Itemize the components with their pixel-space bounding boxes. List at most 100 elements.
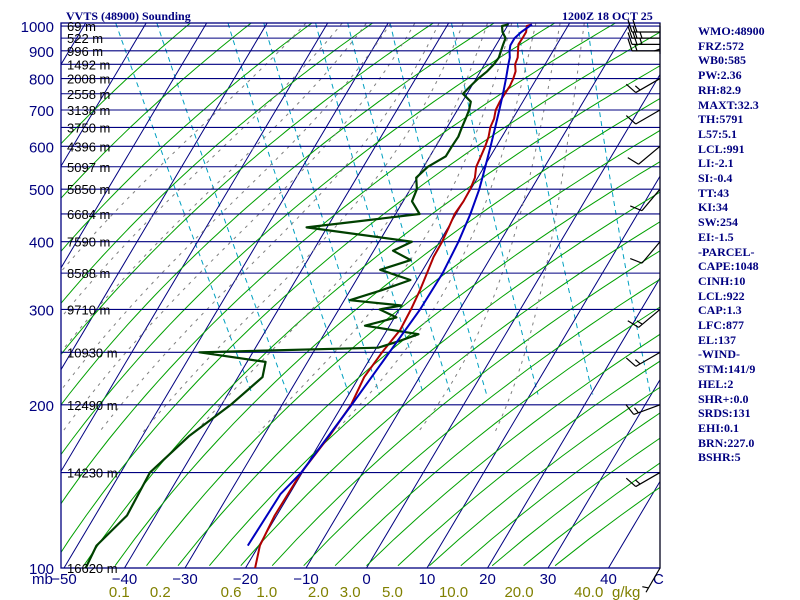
wind-barb-feather: [625, 477, 637, 488]
mixing-ratio-label-7: 10.0: [439, 584, 468, 600]
wind-barb-feather: [627, 25, 633, 39]
wind-barb-4: [627, 38, 660, 52]
wind-barb-column: [625, 19, 661, 593]
wind-barb-staff: [635, 109, 661, 125]
pressure-axis: 100 200 300 400 500 600 700 800 900 1000: [21, 19, 54, 578]
dry-adiabat-15: [271, 250, 660, 567]
index-cap: CAP:1.3: [698, 303, 742, 318]
height-label-10: 4396 m: [67, 139, 110, 154]
wind-barb-half-feather: [636, 320, 643, 325]
valid-time: 1200Z 18 OCT 25: [562, 9, 653, 23]
moist-adiabat-10: [417, 23, 561, 433]
dry-adiabat-17: [334, 306, 660, 567]
height-label-6: 7590 m: [67, 235, 110, 250]
temperature-label-40: 40: [600, 571, 617, 588]
wind-barb-feather: [630, 205, 643, 212]
wind-barb-feather: [632, 19, 638, 33]
index-cinh: CINH:10: [698, 273, 746, 288]
mixing-ratio-line-4: [315, 23, 425, 395]
height-label-11: 3750 m: [67, 120, 110, 135]
mixing-ratio-label-3: 1.0: [256, 584, 277, 600]
mixing-ratio-line-5: [347, 23, 452, 395]
dry-adiabat-2: [61, 23, 313, 252]
temperature-label--40: −40: [112, 571, 137, 588]
wind-barb-feather: [630, 257, 643, 264]
height-label-9: 5097 m: [67, 160, 110, 175]
isotherm-line-15: [366, 73, 660, 568]
height-label-2: 12490 m: [67, 398, 118, 413]
parcel-section-header: -PARCEL-: [698, 244, 755, 259]
height-label-12: 3138 m: [67, 103, 110, 118]
temperature-label-30: 30: [540, 571, 557, 588]
wind-barb-feather: [625, 83, 637, 94]
index-shr: SHR+:0.0: [698, 391, 749, 406]
wind-barb-0: [653, 26, 661, 55]
moist-adiabat-5: [98, 23, 440, 433]
pressure-label-400: 400: [29, 235, 54, 252]
height-label-4: 9710 m: [67, 302, 110, 317]
temperature-label--30: −30: [172, 571, 197, 588]
height-label-13: 2558 m: [67, 87, 110, 102]
isotherm-line-10: [63, 23, 389, 568]
wind-barb-half-feather: [639, 38, 643, 45]
isotherm-line-6: [61, 23, 147, 168]
index-cape: CAPE:1048: [698, 259, 759, 274]
index-l57: L57:5.1: [698, 126, 737, 141]
index-pw: PW:2.36: [698, 68, 742, 83]
height-label-16: 996 m: [67, 44, 103, 59]
pressure-label-500: 500: [29, 182, 54, 199]
wind-barb-3: [627, 32, 660, 45]
index-wmo: WMO:48900: [698, 24, 765, 38]
wind-barb-half-feather: [634, 479, 641, 485]
stability-indices-panel: WMO:48900 FRZ:572 WB0:585 PW:2.36 RH:82.…: [698, 24, 765, 465]
dry-adiabat-0: [61, 23, 191, 145]
index-parcel-lcl: LCL:922: [698, 288, 745, 303]
dry-adiabat-3: [61, 23, 373, 305]
pressure-label-1000: 1000: [21, 19, 54, 36]
isotherm-line-16: [426, 175, 660, 568]
height-label-3: 10930 m: [67, 345, 118, 360]
mixing-ratio-axis: 0.1 0.2 0.6 1.0 2.0 3.0 5.0 10.0 20.0 40.0 g/kg: [109, 584, 640, 600]
wind-barb-half-feather: [634, 359, 641, 365]
wind-barb-13: [625, 472, 661, 488]
wind-barb-feather: [625, 357, 637, 367]
isotherm-line-8: [61, 23, 268, 371]
moist-adiabat-8: [258, 23, 513, 433]
mixing-ratio-line-6: [389, 23, 488, 395]
pressure-label-200: 200: [29, 398, 54, 415]
wind-barb-2: [627, 25, 660, 39]
wind-barb-feather: [632, 25, 638, 39]
mixing-ratio-label-2: 0.6: [221, 584, 242, 600]
mixing-ratio-label-8: 20.0: [504, 584, 533, 600]
index-th: TH:5791: [698, 112, 744, 127]
wind-barb-staff: [635, 78, 661, 94]
height-labels: 16620 m 14230 m 12490 m 10930 m 9710 m 8588 m…: [67, 19, 118, 576]
wind-barb-10: [627, 308, 661, 328]
height-label-17: 522 m: [67, 31, 103, 46]
temperature-axis: −50 −40 −30 −20 −10 0 10 20 30 40 mb C: [32, 571, 664, 588]
index-ki: KI:34: [698, 200, 728, 215]
wind-barb-half-feather: [639, 31, 643, 39]
index-bshr: BSHR:5: [698, 450, 741, 465]
wind-barb-half-feather: [633, 407, 639, 414]
wind-barb-12: [625, 404, 661, 415]
mixing-ratio-line-7: [451, 23, 539, 395]
height-label-18: 69 m: [67, 19, 96, 34]
height-label-8: 5850 m: [67, 182, 110, 197]
wind-barb-14: [642, 567, 661, 593]
dry-adiabat-1: [61, 23, 252, 199]
height-label-7: 6684 m: [67, 207, 110, 222]
dry-adiabat-14: [240, 221, 660, 567]
index-frz: FRZ:572: [698, 38, 744, 53]
mixing-ratio-label-9: 40.0: [574, 584, 603, 600]
wind-barb-feather: [627, 38, 633, 52]
wind-barb-6: [625, 109, 661, 125]
index-lcl: LCL:991: [698, 141, 745, 156]
mixing-ratio-label-5: 3.0: [340, 584, 361, 600]
station-title: VVTS (48900) Sounding: [66, 9, 191, 23]
mixing-ratio-label-0: 0.1: [109, 584, 130, 600]
height-label-1: 14230 m: [67, 466, 118, 481]
wind-barb-feather: [625, 115, 637, 125]
index-tt: TT:43: [698, 185, 730, 200]
wind-barb-7: [627, 145, 661, 165]
